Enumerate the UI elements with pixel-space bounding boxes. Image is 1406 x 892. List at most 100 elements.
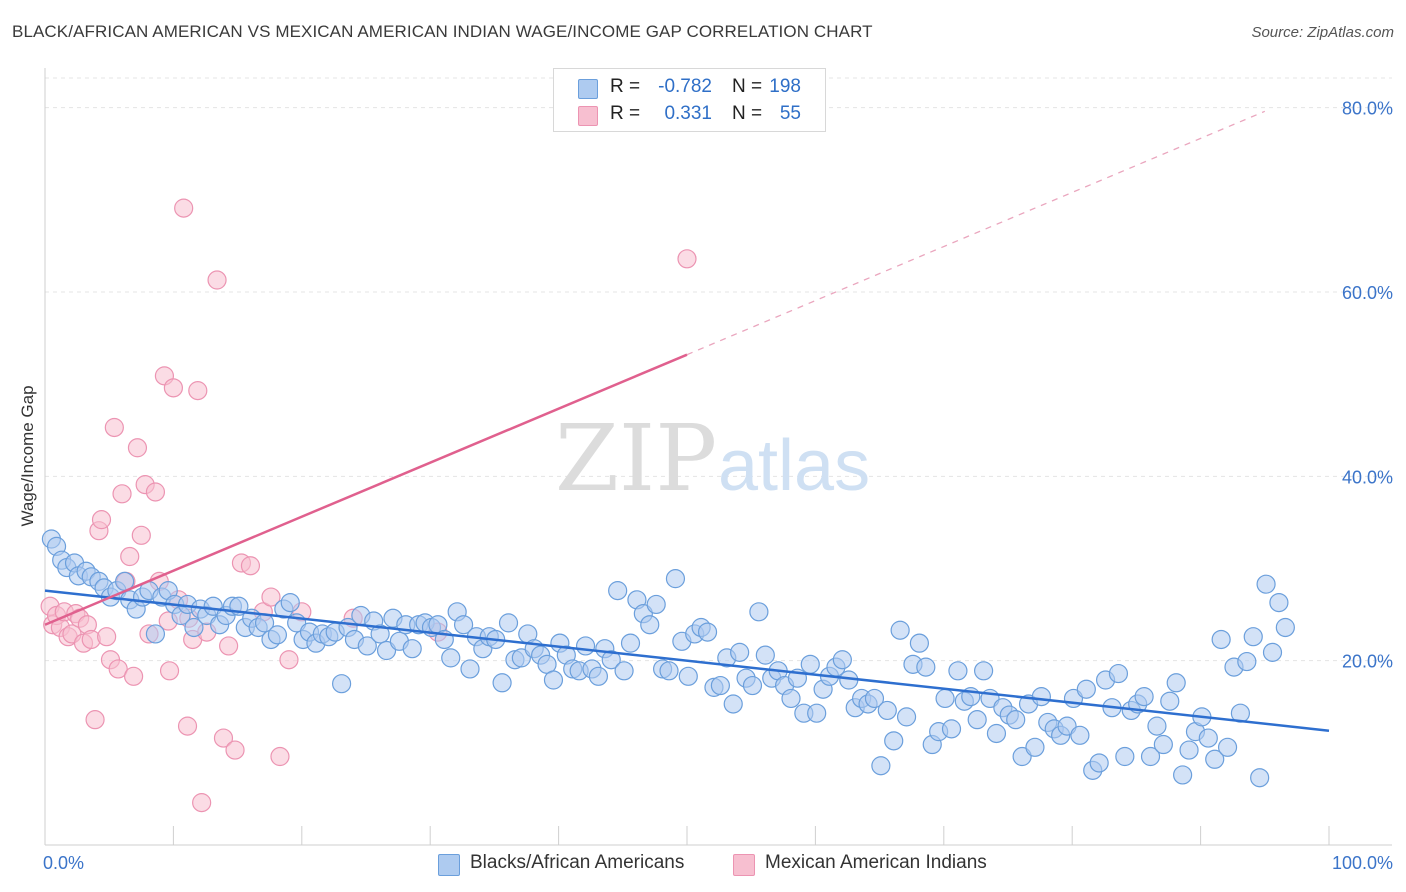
blacks-point-66 xyxy=(460,659,480,679)
blacks-point-176 xyxy=(1166,673,1186,693)
blacks-point-112 xyxy=(755,645,775,665)
blacks-point-88 xyxy=(601,650,621,670)
blacks-point-192 xyxy=(1269,592,1289,613)
blacks-point-46 xyxy=(332,674,352,694)
source-label: Source: ZipAtlas.com xyxy=(1251,24,1394,41)
blacks-point-172 xyxy=(1140,746,1161,767)
blacks-point-63 xyxy=(441,648,461,668)
mexican-point-39 xyxy=(207,270,227,290)
blacks-point-132 xyxy=(884,731,904,751)
y-tick-label-0: 20.0% xyxy=(1342,652,1393,672)
mexican-point-46 xyxy=(261,587,281,607)
blacks-point-175 xyxy=(1160,691,1180,711)
blacks-point-110 xyxy=(742,675,763,696)
blacks-point-137 xyxy=(916,657,936,677)
blacks-trend-line xyxy=(44,589,1330,732)
mexican-point-47 xyxy=(270,746,290,767)
blacks-point-72 xyxy=(498,613,519,633)
mexican-trend-line xyxy=(44,353,688,626)
blacks-point-167 xyxy=(1108,663,1129,684)
blacks-point-134 xyxy=(896,707,917,727)
y-tick-label-2: 60.0% xyxy=(1342,283,1393,303)
chart-title: BLACK/AFRICAN AMERICAN VS MEXICAN AMERIC… xyxy=(12,22,873,41)
blacks-point-193 xyxy=(1275,617,1295,638)
blacks-point-177 xyxy=(1173,765,1193,785)
tick-labels: 20.0% 40.0% 60.0% 80.0% 0.0% 100.0% xyxy=(43,99,1393,873)
series-mexican-american-indians xyxy=(40,198,697,813)
blacks-point-116 xyxy=(781,688,801,709)
bottom-legend-swatch-pink xyxy=(733,854,755,876)
blacks-point-151 xyxy=(1006,710,1026,730)
blacks-point-136 xyxy=(909,633,930,653)
blacks-point-129 xyxy=(864,688,885,709)
blacks-point-161 xyxy=(1070,725,1090,745)
mexican-point-30 xyxy=(159,661,180,681)
blacks-point-183 xyxy=(1211,629,1231,650)
correlation-legend: R = -0.782 N = 198 R = 0.331 N = 55 xyxy=(553,68,826,132)
mexican-point-23 xyxy=(127,438,148,458)
blacks-point-130 xyxy=(871,756,891,776)
blacks-point-103 xyxy=(697,622,718,642)
blacks-point-171 xyxy=(1134,687,1154,707)
blacks-point-190 xyxy=(1256,574,1276,594)
blacks-point-100 xyxy=(678,666,698,686)
blacks-point-142 xyxy=(948,661,968,681)
blacks-point-105 xyxy=(710,675,730,696)
legend-row-blacks: R = -0.782 N = 198 xyxy=(554,75,825,101)
blacks-point-94 xyxy=(640,615,660,635)
blacks-point-189 xyxy=(1250,768,1270,788)
blacks-point-108 xyxy=(730,642,750,662)
blacks-point-155 xyxy=(1031,687,1051,707)
mexican-point-19 xyxy=(112,484,132,504)
blacks-point-168 xyxy=(1115,746,1135,767)
mexican-point-15 xyxy=(97,627,117,647)
mexican-trend-extension xyxy=(686,110,1266,356)
blacks-point-188 xyxy=(1243,627,1263,647)
bottom-legend-label-mexican: Mexican American Indians xyxy=(765,852,987,873)
y-axis-label: Wage/Income Gap xyxy=(18,385,37,526)
blacks-point-17 xyxy=(145,624,166,644)
blacks-point-154 xyxy=(1025,737,1045,757)
legend-n-value: 198 xyxy=(769,76,801,97)
mexican-point-31 xyxy=(163,378,183,398)
blacks-point-86 xyxy=(588,666,609,686)
trend-lines xyxy=(44,110,1330,732)
legend-n-label: N = xyxy=(732,103,763,124)
blacks-point-181 xyxy=(1198,728,1218,748)
legend-r-label: R = xyxy=(610,103,641,124)
blacks-point-133 xyxy=(890,620,910,640)
blacks-point-164 xyxy=(1089,753,1109,773)
legend-swatch-pink xyxy=(578,106,598,126)
legend-n-label: N = xyxy=(732,76,763,97)
blacks-point-84 xyxy=(575,636,596,656)
blacks-point-184 xyxy=(1217,737,1238,757)
blacks-point-52 xyxy=(370,624,390,644)
mexican-point-24 xyxy=(131,525,151,545)
legend-n-value: 55 xyxy=(779,103,801,124)
legend-r-value: 0.331 xyxy=(664,103,712,124)
blacks-point-65 xyxy=(453,615,474,635)
blacks-point-120 xyxy=(807,703,827,723)
mexican-point-40 xyxy=(213,728,234,748)
blacks-point-162 xyxy=(1076,679,1096,699)
axes-layer xyxy=(44,68,1392,846)
x-tick-label-0: 0.0% xyxy=(43,853,84,873)
legend-r-value: -0.782 xyxy=(658,76,712,97)
mexican-point-33 xyxy=(174,198,194,218)
blacks-point-23 xyxy=(184,617,204,638)
blacks-point-148 xyxy=(986,723,1007,744)
mexican-point-12 xyxy=(85,710,105,730)
mexican-point-21 xyxy=(120,546,140,567)
mexican-point-52 xyxy=(677,249,697,269)
mexican-point-14 xyxy=(91,510,112,530)
blacks-point-107 xyxy=(723,694,743,714)
blacks-point-146 xyxy=(974,661,994,681)
blacks-point-140 xyxy=(935,688,955,709)
mexican-point-17 xyxy=(104,417,124,438)
blacks-point-57 xyxy=(402,639,422,659)
y-tick-label-3: 80.0% xyxy=(1342,99,1393,119)
legend-row-mexican: R = 0.331 N = 55 xyxy=(554,102,825,128)
blacks-point-124 xyxy=(832,650,852,670)
blacks-point-71 xyxy=(492,673,512,693)
